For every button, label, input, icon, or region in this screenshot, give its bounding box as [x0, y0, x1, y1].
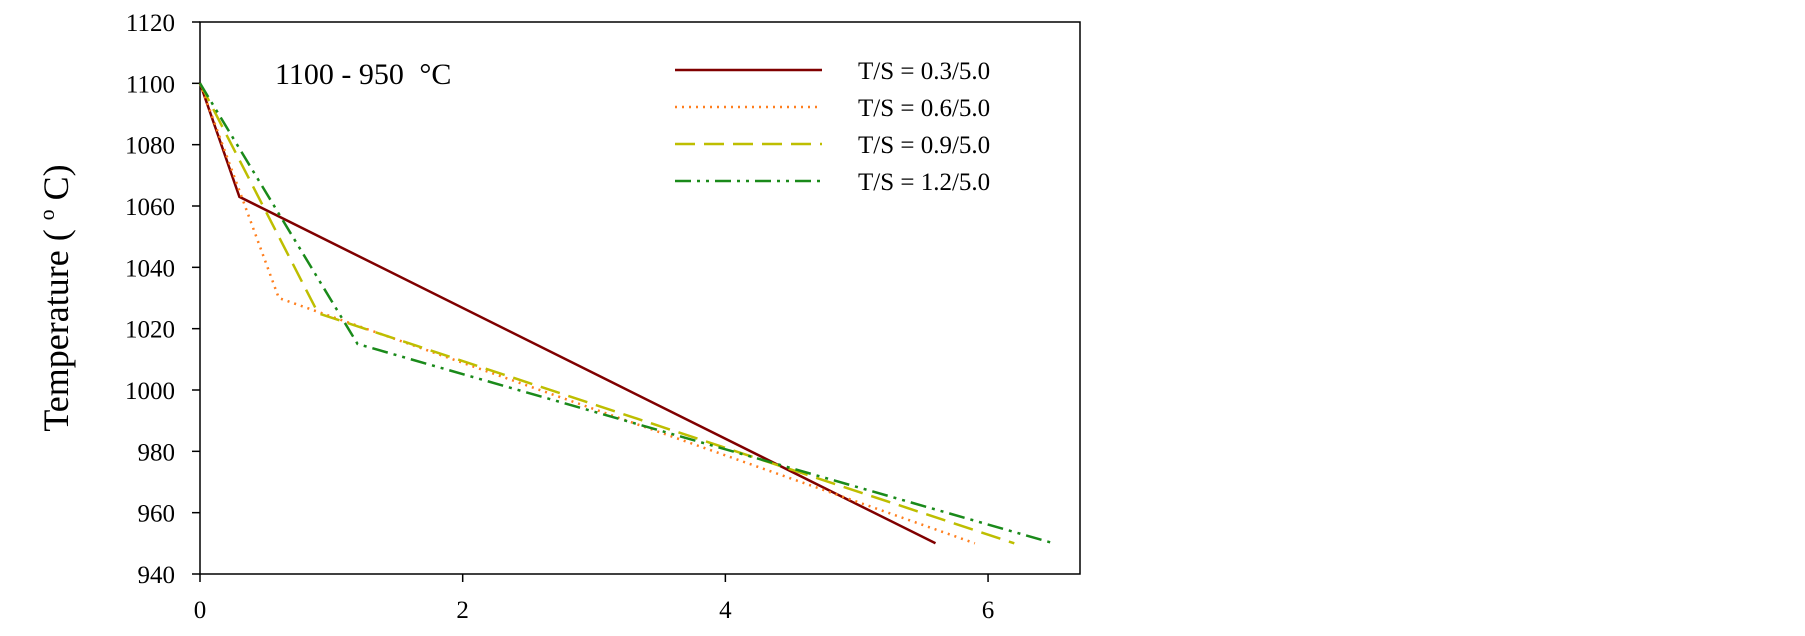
legend-label-2: T/S = 0.6/5.0 [858, 95, 990, 122]
y-tick-label: 1120 [126, 10, 175, 37]
x-tick-label: 2 [456, 597, 469, 624]
x-tick-label: 0 [194, 597, 207, 624]
legend-label-1: T/S = 0.3/5.0 [858, 58, 990, 85]
x-tick-label: 6 [982, 597, 995, 624]
legend-label-4: T/S = 1.2/5.0 [858, 169, 990, 196]
series-line-4 [198, 82, 1055, 545]
x-tick-label: 4 [719, 597, 732, 624]
series-lines [198, 82, 1055, 545]
y-tick-label: 960 [138, 501, 176, 528]
legend: T/S = 0.3/5.0 T/S = 0.6/5.0 T/S = 0.9/5.0 T… [675, 58, 990, 196]
y-tick-label: 1060 [125, 194, 175, 221]
y-axis-title-sup: o [34, 209, 59, 220]
y-tick-label: 1080 [125, 133, 175, 160]
y-axis-title-main: Temperature ( [36, 229, 76, 431]
x-axis-ticks: 0 2 4 6 [194, 574, 995, 624]
series-line-1 [198, 82, 937, 545]
annotation-range: 1100 - 950 [275, 58, 404, 91]
y-axis-title-unit: C) [36, 164, 76, 200]
plot-frame [199, 21, 1081, 575]
y-tick-label: 980 [138, 439, 176, 466]
y-tick-label: 1020 [125, 317, 175, 344]
y-tick-label: 1100 [126, 71, 175, 98]
y-tick-label: 940 [138, 562, 176, 589]
chart-annotation: 1100 - 950 °C [275, 58, 451, 91]
annotation-unit: °C [419, 58, 451, 91]
y-tick-label: 1000 [125, 378, 175, 405]
legend-label-3: T/S = 0.9/5.0 [858, 132, 990, 159]
y-tick-label: 1040 [125, 255, 175, 282]
y-axis-title: Temperature ( o C) [22, 164, 76, 431]
y-axis-ticks: 940 960 980 1000 1020 1040 1060 1080 1100 1120 [125, 10, 200, 589]
